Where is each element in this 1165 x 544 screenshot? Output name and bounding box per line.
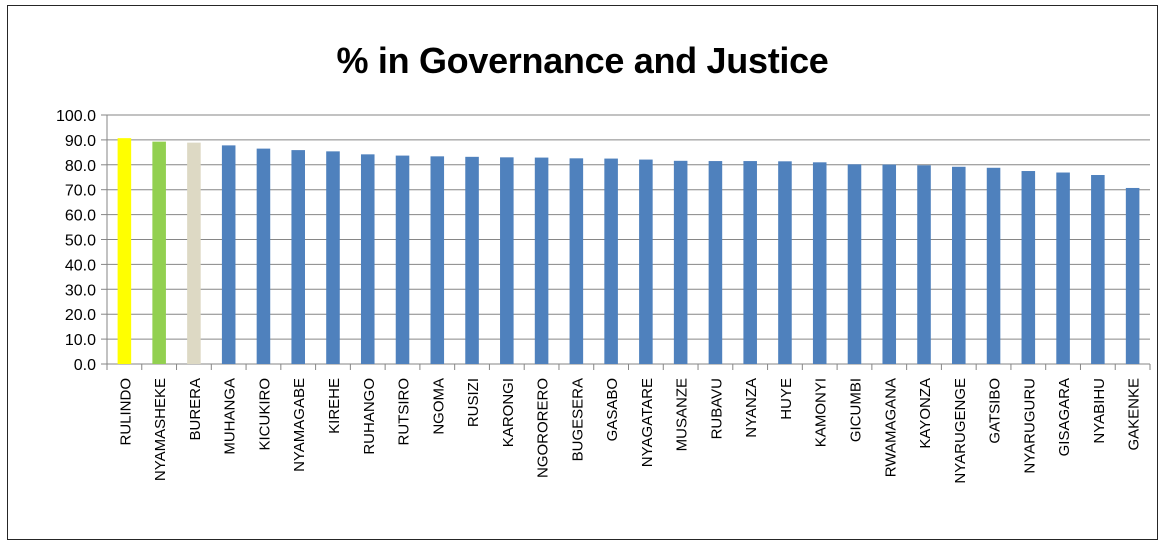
- x-tick-label: RUHANGO: [361, 378, 378, 455]
- y-tick-label: 80.0: [65, 158, 96, 175]
- x-tick-label: RWAMAGANA: [882, 378, 899, 477]
- x-tick-label: RUSIZI: [465, 378, 482, 427]
- bar: [569, 158, 584, 364]
- x-tick-label: KIREHE: [326, 378, 343, 434]
- y-tick-label: 0.0: [74, 357, 96, 374]
- x-tick-label: MUSANZE: [674, 378, 691, 451]
- x-tick-label: NYARUGENGE: [952, 378, 969, 484]
- x-tick-label: MUHANGA: [222, 378, 239, 455]
- bar: [1091, 175, 1105, 364]
- x-tick-label: KAYONZA: [917, 378, 934, 449]
- bar: [882, 164, 897, 364]
- x-tick-label: KAMONYI: [813, 378, 830, 447]
- bar: [500, 157, 514, 364]
- y-tick-label: 70.0: [65, 183, 96, 200]
- x-tick-label: NYANZA: [743, 378, 760, 438]
- x-tick-label: NYAMAGABE: [291, 378, 308, 472]
- bar: [952, 166, 966, 364]
- x-tick-label: RUBAVU: [708, 378, 725, 439]
- bar: [847, 164, 862, 364]
- y-tick-label: 50.0: [65, 233, 96, 250]
- bar: [152, 141, 166, 364]
- x-tick-label: RULINDO: [117, 378, 134, 446]
- bar: [256, 148, 271, 364]
- y-tick-label: 100.0: [56, 108, 96, 125]
- bar: [465, 156, 479, 364]
- x-tick-label: BURERA: [187, 378, 204, 441]
- bar: [778, 161, 792, 364]
- bar: [1021, 171, 1036, 364]
- bar: [221, 145, 236, 364]
- bar: [291, 150, 305, 364]
- x-tick-label: BUGESERA: [569, 378, 586, 461]
- x-tick-label: NGOMA: [430, 378, 447, 435]
- x-tick-label: NGORORERO: [535, 378, 552, 478]
- bar: [673, 160, 688, 364]
- x-tick-label: GICUMBI: [847, 378, 864, 442]
- bar: [812, 162, 827, 364]
- x-tick-label: GAKENKE: [1126, 378, 1143, 451]
- bar: [360, 154, 375, 364]
- x-tick-label: GISAGARA: [1056, 378, 1073, 456]
- bar: [743, 161, 757, 364]
- x-tick-label: GATSIBO: [987, 378, 1004, 444]
- bar: [1056, 172, 1070, 364]
- x-tick-label: NYABIHU: [1091, 378, 1108, 444]
- y-tick-label: 20.0: [65, 307, 96, 324]
- y-tick-label: 40.0: [65, 257, 96, 274]
- bar: [534, 157, 549, 364]
- bar: [639, 159, 653, 364]
- bar: [986, 167, 1001, 364]
- bar: [430, 156, 445, 364]
- y-tick-label: 30.0: [65, 282, 96, 299]
- y-tick-label: 10.0: [65, 332, 96, 349]
- bar: [604, 158, 618, 364]
- bar: [326, 151, 340, 364]
- bar: [187, 142, 201, 364]
- bar: [395, 155, 410, 364]
- y-tick-label: 90.0: [65, 133, 96, 150]
- x-tick-label: HUYE: [778, 378, 795, 420]
- x-tick-label: RUTSIRO: [396, 378, 413, 446]
- chart-title: % in Governance and Justice: [336, 40, 829, 81]
- x-tick-label: NYAGATARE: [639, 378, 656, 467]
- y-tick-label: 60.0: [65, 208, 96, 225]
- bar: [117, 138, 132, 364]
- x-tick-label: GASABO: [604, 378, 621, 441]
- bar: [917, 165, 931, 364]
- x-tick-label: NYARUGURU: [1021, 378, 1038, 474]
- x-tick-label: KICUKIRO: [256, 378, 273, 451]
- bar: [708, 161, 723, 364]
- bar: [1125, 187, 1140, 364]
- x-tick-label: NYAMASHEKE: [152, 378, 169, 481]
- x-tick-label: KARONGI: [500, 378, 517, 447]
